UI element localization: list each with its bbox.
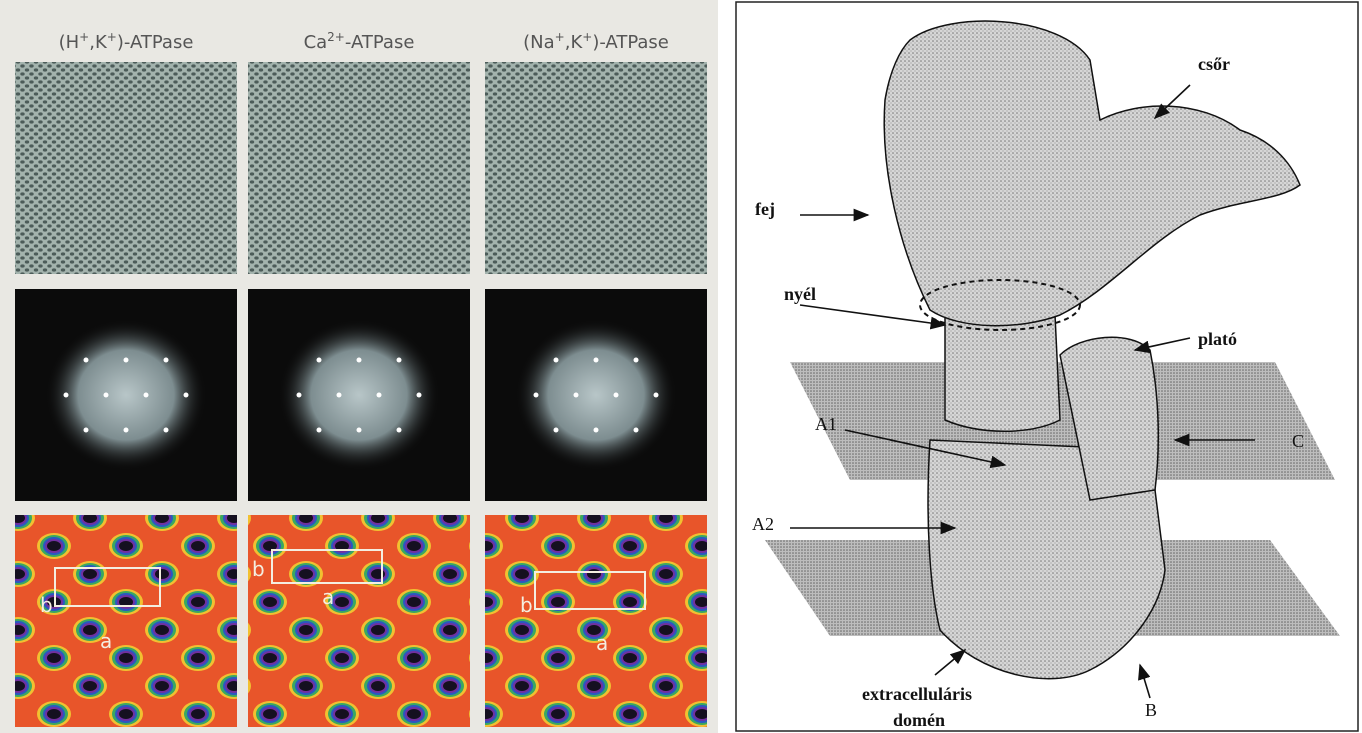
superscript: + <box>582 30 592 44</box>
diffraction-spot <box>144 393 149 398</box>
superscript: 2+ <box>327 30 345 44</box>
title-part: -ATPase <box>345 32 415 53</box>
axis-letter: a <box>100 629 112 653</box>
figure: (H+,K+)-ATPasebaCa2+-ATPaseba(Na+,K+)-AT… <box>0 0 1362 733</box>
lattice-image <box>485 62 707 274</box>
diffraction-spot <box>84 358 89 363</box>
diffraction-spot <box>654 393 659 398</box>
lattice-image <box>15 62 237 274</box>
lattice-image <box>248 62 470 274</box>
title-part: (Na <box>523 32 555 53</box>
column-title: Ca2+-ATPase <box>304 30 415 53</box>
diffraction-spot <box>614 393 619 398</box>
label: nyél <box>784 284 816 304</box>
axis-letter: b <box>40 593 53 617</box>
panel-columns: (H+,K+)-ATPasebaCa2+-ATPaseba(Na+,K+)-AT… <box>15 30 707 727</box>
diffraction-spot <box>534 393 539 398</box>
column-title: (H+,K+)-ATPase <box>59 30 194 53</box>
title-part: )-ATPase <box>117 32 194 53</box>
diffraction-spot <box>297 393 302 398</box>
diffraction-spot <box>64 393 69 398</box>
diffraction-spot <box>634 428 639 433</box>
diffraction-spot <box>357 358 362 363</box>
axis-letter: a <box>596 631 608 655</box>
diffraction-spot <box>377 393 382 398</box>
diffraction-glow <box>279 320 439 470</box>
label: B <box>1145 700 1157 720</box>
title-part: ,K <box>565 32 584 53</box>
label: A1 <box>815 414 837 434</box>
title-part: (H <box>59 32 80 53</box>
label: plató <box>1198 329 1237 349</box>
diffraction-glow <box>516 320 676 470</box>
diffraction-spot <box>337 393 342 398</box>
label: csőr <box>1198 54 1230 74</box>
diffraction-spot <box>574 393 579 398</box>
diffraction-spot <box>594 358 599 363</box>
diffraction-glow <box>46 320 206 470</box>
diffraction-spot <box>317 358 322 363</box>
stalk <box>945 315 1060 431</box>
diffraction-spot <box>634 358 639 363</box>
axis-letter: a <box>322 585 334 609</box>
diffraction-spot <box>554 428 559 433</box>
diffraction-spot <box>417 393 422 398</box>
diffraction-spot <box>397 358 402 363</box>
title-part: ,K <box>89 32 108 53</box>
density-map <box>485 515 707 727</box>
label: A2 <box>752 514 774 534</box>
diffraction-spot <box>184 393 189 398</box>
column-title: (Na+,K+)-ATPase <box>523 30 669 53</box>
diffraction-spot <box>124 358 129 363</box>
density-map <box>248 515 470 727</box>
title-part: )-ATPase <box>592 32 669 53</box>
label: C <box>1292 431 1304 451</box>
density-map <box>15 515 237 727</box>
diffraction-spot <box>164 358 169 363</box>
diffraction-spot <box>164 428 169 433</box>
label: fej <box>755 199 775 219</box>
superscript: + <box>555 30 565 44</box>
diffraction-spot <box>104 393 109 398</box>
diffraction-spot <box>397 428 402 433</box>
title-part: Ca <box>304 32 328 53</box>
diffraction-spot <box>317 428 322 433</box>
diffraction-spot <box>124 428 129 433</box>
axis-letter: b <box>520 593 533 617</box>
label: extracelluláris <box>862 684 972 704</box>
label: domén <box>893 710 945 730</box>
diffraction-spot <box>84 428 89 433</box>
diffraction-spot <box>357 428 362 433</box>
diffraction-spot <box>594 428 599 433</box>
axis-letter: b <box>252 557 265 581</box>
diffraction-spot <box>554 358 559 363</box>
superscript: + <box>79 30 89 44</box>
superscript: + <box>107 30 117 44</box>
